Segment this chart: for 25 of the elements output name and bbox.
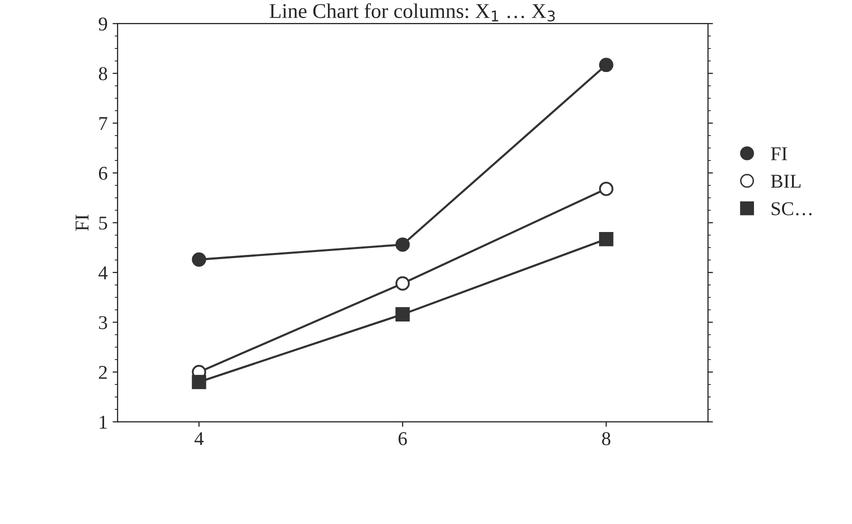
point [395,276,410,291]
legend-label: BIL [770,174,801,188]
x-tick-label: 4 [194,432,204,446]
y-tick-label: 1 [100,416,107,429]
y-tick-label: 9 [98,17,108,31]
y-tick-label: 5 [99,216,108,230]
point [395,307,410,322]
y-tick-label: 2 [98,366,107,379]
legend-label: FI [770,147,787,160]
y-tick-label: 4 [98,266,108,280]
y-tick-label: 6 [98,166,108,180]
y-tick-label: 3 [99,316,108,330]
point [192,374,206,390]
point [192,252,206,267]
legend-label: SC… [772,202,812,216]
chart-title: Line Chart for columns: X$_{1}$ … X$_{3}$ [270,3,555,22]
y-tick-label: 7 [99,117,108,130]
point [599,58,614,72]
x-tick-label: 8 [602,432,610,446]
y-tick-label: 8 [98,67,108,80]
point [599,232,614,246]
point [599,182,614,196]
y-axis-title: FI [76,214,88,231]
point [395,237,410,252]
x-tick-label: 6 [398,432,407,446]
